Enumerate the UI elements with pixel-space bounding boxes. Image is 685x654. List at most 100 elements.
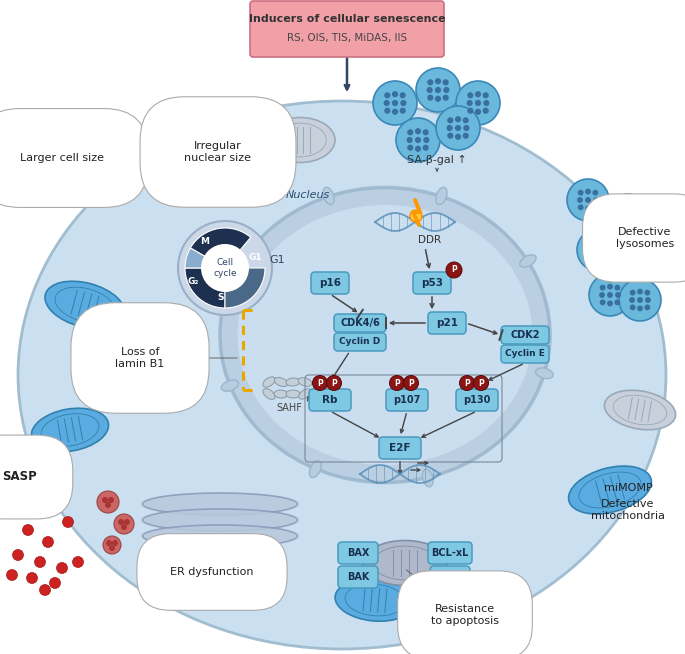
Circle shape <box>603 247 609 253</box>
Circle shape <box>577 190 584 196</box>
Circle shape <box>384 100 390 106</box>
Circle shape <box>27 572 38 583</box>
Circle shape <box>632 205 638 211</box>
Circle shape <box>460 375 475 390</box>
Text: p53: p53 <box>421 278 443 288</box>
Circle shape <box>599 284 606 290</box>
Circle shape <box>640 257 646 263</box>
Circle shape <box>16 489 27 500</box>
Ellipse shape <box>323 187 334 205</box>
Text: SA-β-gal ↑: SA-β-gal ↑ <box>407 155 467 165</box>
Circle shape <box>599 300 606 305</box>
Circle shape <box>632 257 638 263</box>
Ellipse shape <box>221 380 238 391</box>
Circle shape <box>645 297 651 303</box>
Text: SASP: SASP <box>3 470 38 483</box>
Circle shape <box>475 91 481 97</box>
Text: G₂: G₂ <box>187 277 199 286</box>
Text: p130: p130 <box>463 395 490 405</box>
Circle shape <box>435 78 441 84</box>
Circle shape <box>607 194 649 236</box>
Circle shape <box>639 250 645 256</box>
Circle shape <box>392 100 398 106</box>
Circle shape <box>615 292 621 298</box>
Circle shape <box>112 540 118 546</box>
Circle shape <box>407 137 413 143</box>
Circle shape <box>632 266 638 271</box>
Circle shape <box>625 264 631 270</box>
Ellipse shape <box>45 281 125 329</box>
Circle shape <box>40 585 51 596</box>
Circle shape <box>599 292 605 298</box>
Circle shape <box>32 504 44 515</box>
Wedge shape <box>225 268 265 308</box>
Circle shape <box>390 375 405 390</box>
Text: Nucleus: Nucleus <box>286 190 330 200</box>
Text: Rb: Rb <box>322 395 338 405</box>
Text: Defective
mitochondria: Defective mitochondria <box>591 499 665 521</box>
Circle shape <box>443 95 449 101</box>
Text: Bcl-2: Bcl-2 <box>436 572 464 582</box>
FancyBboxPatch shape <box>456 389 498 411</box>
Circle shape <box>577 197 583 203</box>
FancyBboxPatch shape <box>334 314 386 332</box>
Circle shape <box>455 116 461 122</box>
Circle shape <box>109 545 115 551</box>
FancyBboxPatch shape <box>386 389 428 411</box>
Circle shape <box>62 517 73 528</box>
Circle shape <box>415 146 421 152</box>
Circle shape <box>625 203 631 209</box>
Circle shape <box>632 219 638 225</box>
Text: p107: p107 <box>393 395 421 405</box>
Circle shape <box>447 133 453 139</box>
Circle shape <box>645 290 650 296</box>
Circle shape <box>423 145 429 151</box>
Ellipse shape <box>178 221 272 315</box>
Text: P: P <box>317 379 323 388</box>
Circle shape <box>435 87 441 93</box>
Circle shape <box>462 117 469 124</box>
Circle shape <box>625 212 631 218</box>
Circle shape <box>108 497 114 503</box>
Ellipse shape <box>298 377 312 387</box>
Circle shape <box>614 284 621 290</box>
Circle shape <box>633 212 639 218</box>
Ellipse shape <box>220 188 550 483</box>
Circle shape <box>637 288 643 294</box>
Circle shape <box>102 497 108 503</box>
Circle shape <box>427 79 434 86</box>
Text: Larger cell size: Larger cell size <box>20 153 104 163</box>
Circle shape <box>625 250 631 256</box>
Ellipse shape <box>263 377 275 387</box>
Wedge shape <box>185 248 225 268</box>
Circle shape <box>475 109 481 115</box>
Circle shape <box>121 524 127 530</box>
FancyBboxPatch shape <box>338 542 378 564</box>
Circle shape <box>602 254 608 260</box>
Text: Irregular
nuclear size: Irregular nuclear size <box>184 141 251 163</box>
Circle shape <box>443 87 449 93</box>
Ellipse shape <box>310 460 321 477</box>
Circle shape <box>467 92 473 98</box>
Ellipse shape <box>221 279 238 290</box>
Ellipse shape <box>569 466 651 514</box>
Text: RS, OIS, TIS, MiDAS, IIS: RS, OIS, TIS, MiDAS, IIS <box>287 33 407 43</box>
Circle shape <box>436 106 480 150</box>
Circle shape <box>625 220 631 226</box>
Circle shape <box>463 125 469 131</box>
Circle shape <box>97 491 119 513</box>
Text: P: P <box>408 379 414 388</box>
Circle shape <box>595 247 601 253</box>
FancyBboxPatch shape <box>334 333 386 351</box>
Circle shape <box>466 100 473 106</box>
Circle shape <box>6 570 18 581</box>
Circle shape <box>447 117 453 124</box>
Ellipse shape <box>520 255 536 267</box>
Text: Inducers of cellular senescence: Inducers of cellular senescence <box>249 14 445 24</box>
FancyBboxPatch shape <box>413 272 451 294</box>
Circle shape <box>456 81 500 125</box>
FancyBboxPatch shape <box>311 272 349 294</box>
Circle shape <box>435 95 441 102</box>
Circle shape <box>384 108 390 114</box>
Circle shape <box>114 514 134 534</box>
